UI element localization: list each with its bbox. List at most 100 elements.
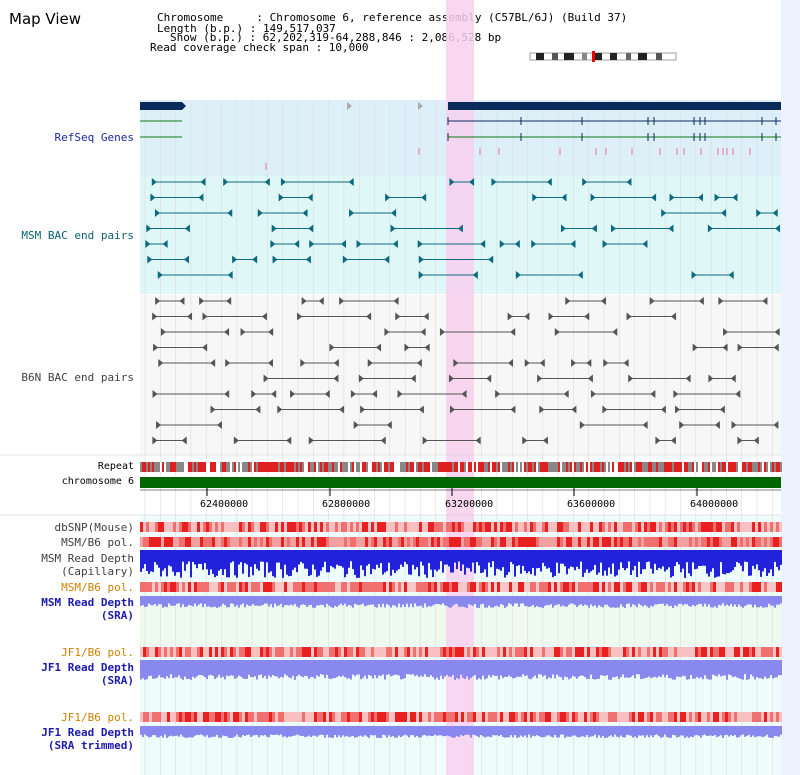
polymorphism-cell — [764, 537, 767, 547]
polymorphism-cell — [563, 522, 566, 532]
polymorphism-cell — [536, 522, 539, 532]
read-depth-bar — [240, 726, 242, 738]
b6n-bac-pair-end — [255, 405, 261, 414]
repeat-segment — [738, 462, 740, 472]
polymorphism-cell — [443, 712, 446, 722]
polymorphism-cell — [455, 647, 458, 657]
b6n-bac-pair-end — [773, 343, 779, 352]
read-depth-bar — [742, 550, 744, 572]
repeat-segment — [598, 462, 600, 472]
read-depth-bar — [762, 660, 764, 680]
repeat-segment — [390, 462, 392, 472]
read-depth-bar — [702, 550, 704, 566]
read-depth-bar — [206, 660, 208, 680]
polymorphism-cell — [461, 712, 464, 722]
b6n-bac-pair-end — [510, 328, 516, 336]
chromosome-ideogram[interactable] — [528, 51, 680, 63]
read-depth-bar — [706, 660, 708, 679]
read-depth-bar — [620, 550, 622, 563]
polymorphism-cell — [761, 522, 764, 532]
polymorphism-cell — [551, 522, 554, 532]
read-depth-bar — [652, 660, 654, 678]
polymorphism-cell — [725, 647, 728, 657]
repeat-segment — [710, 462, 712, 472]
read-depth-bar — [530, 726, 532, 738]
polymorphism-cell — [338, 522, 341, 532]
read-depth-bar — [444, 550, 446, 565]
read-depth-bar — [458, 726, 460, 738]
polymorphism-cell — [455, 712, 458, 722]
read-depth-bar — [508, 596, 510, 604]
b6n-bac-pair-end — [329, 343, 335, 352]
track-label-refseq[interactable]: RefSeq Genes — [54, 131, 134, 144]
polymorphism-cell — [599, 712, 602, 722]
read-depth-bar — [414, 660, 416, 676]
msm-bac-pair-end — [390, 224, 396, 233]
polymorphism-cell — [467, 522, 470, 532]
map-view-title: Map View — [9, 10, 82, 28]
polymorphism-cell — [719, 712, 722, 722]
repeat-segment — [706, 462, 708, 472]
msm-bac-pair-end — [272, 255, 278, 264]
polymorphism-cell — [335, 647, 338, 657]
read-depth-bar — [582, 660, 584, 676]
polymorphism-cell — [410, 582, 413, 592]
polymorphism-cell — [398, 537, 401, 547]
read-depth-bar — [422, 660, 424, 677]
msm-bac-pair-end — [560, 224, 566, 233]
repeat-segment — [298, 462, 300, 472]
polymorphism-cell — [266, 522, 269, 532]
read-depth-bar — [778, 660, 780, 676]
read-depth-bar — [356, 726, 358, 738]
polymorphism-cell — [344, 647, 347, 657]
right-scroll-strip[interactable] — [781, 0, 800, 775]
polymorphism-cell — [356, 712, 359, 722]
polymorphism-cell — [401, 537, 404, 547]
polymorphism-cell — [428, 712, 431, 722]
polymorphism-cell — [161, 522, 164, 532]
repeat-segment — [182, 462, 184, 472]
track-label-msm-bac[interactable]: MSM BAC end pairs — [21, 229, 134, 242]
polymorphism-cell — [188, 712, 191, 722]
polymorphism-cell — [614, 582, 617, 592]
polymorphism-cell — [479, 712, 482, 722]
polymorphism-cell — [689, 537, 692, 547]
read-depth-bar — [644, 726, 646, 738]
read-depth-bar — [402, 660, 404, 680]
read-depth-bar — [320, 596, 322, 605]
read-depth-bar — [378, 660, 380, 676]
polymorphism-cell — [638, 522, 641, 532]
polymorphism-cell — [314, 537, 317, 547]
read-depth-bar — [500, 660, 502, 676]
read-depth-bar — [576, 726, 578, 737]
polymorphism-cell — [374, 712, 377, 722]
polymorphism-cell — [626, 522, 629, 532]
repeat-segment — [736, 462, 738, 472]
polymorphism-cell — [761, 712, 764, 722]
polymorphism-cell — [425, 712, 428, 722]
polymorphism-cell — [770, 522, 773, 532]
read-depth-bar — [256, 596, 258, 606]
repeat-segment — [146, 462, 148, 472]
read-depth-bar — [426, 596, 428, 607]
polymorphism-cell — [773, 582, 776, 592]
read-depth-bar — [210, 550, 212, 570]
track-label-b6n-bac[interactable]: B6N BAC end pairs — [21, 371, 134, 384]
read-depth-bar — [672, 550, 674, 577]
repeat-segment — [732, 462, 734, 472]
read-depth-bar — [202, 726, 204, 736]
read-depth-bar — [592, 596, 594, 607]
polymorphism-cell — [272, 522, 275, 532]
repeat-segment — [202, 462, 204, 472]
read-depth-bar — [144, 596, 146, 608]
read-depth-bar — [506, 726, 508, 738]
polymorphism-cell — [482, 522, 485, 532]
polymorphism-cell — [242, 582, 245, 592]
read-depth-bar — [612, 726, 614, 737]
read-depth-bar — [642, 596, 644, 607]
read-depth-bar — [338, 596, 340, 606]
read-depth-bar — [180, 726, 182, 735]
read-depth-bar — [348, 660, 350, 679]
read-depth-bar — [268, 726, 270, 738]
